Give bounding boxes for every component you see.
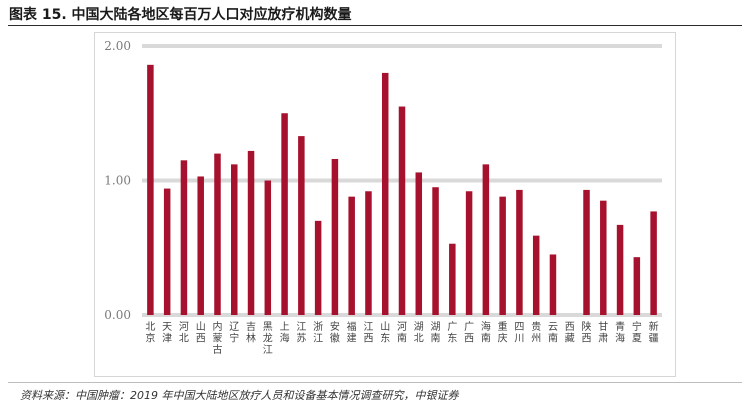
x-tick-label: 江西	[363, 321, 373, 345]
x-tick-label: 重庆	[498, 320, 508, 345]
bar	[281, 113, 288, 315]
y-tick-label: 2.00	[104, 39, 131, 53]
bar	[314, 220, 322, 315]
bar	[650, 211, 657, 315]
x-tick-label: 湖北	[414, 321, 424, 345]
bar	[381, 72, 389, 316]
bar	[415, 172, 423, 315]
x-tick-label: 吉林	[246, 321, 256, 345]
x-tick-label: 云南	[548, 322, 558, 345]
bar	[532, 235, 540, 315]
bar	[197, 176, 204, 315]
x-tick-label: 新疆	[649, 320, 659, 345]
x-tick-label: 黑龙江	[263, 321, 273, 356]
x-tick-label: 安徽	[330, 320, 340, 345]
bar	[449, 243, 456, 315]
x-tick-label: 山西	[196, 321, 206, 345]
y-tick-label: 0.00	[104, 308, 131, 322]
x-tick-label: 四川	[514, 322, 524, 345]
chart-title: 图表 15. 中国大陆各地区每百万人口对应放疗机构数量	[9, 7, 352, 23]
x-tick-label: 宁夏	[632, 320, 642, 345]
bar	[348, 196, 355, 315]
x-tick-label: 西藏	[565, 322, 575, 345]
bar	[633, 257, 641, 315]
bar	[432, 187, 439, 315]
source-divider	[8, 382, 742, 383]
bar	[516, 189, 523, 315]
x-tick-label: 甘肃	[598, 320, 608, 345]
bars	[147, 64, 657, 316]
bar	[482, 164, 490, 315]
x-tick-label: 湖南	[431, 321, 441, 345]
bar	[163, 188, 171, 315]
bar	[331, 158, 339, 315]
x-tick-label: 山东	[380, 321, 390, 345]
x-axis-ticks: 北京天津河北山西内蒙古辽宁吉林黑龙江上海江苏浙江安徽福建江西山东河南湖北湖南广东…	[145, 320, 658, 356]
x-tick-label: 广西	[464, 321, 474, 345]
bar	[499, 196, 506, 315]
x-tick-label: 内蒙古	[212, 320, 222, 356]
bar	[465, 191, 473, 315]
bar	[264, 180, 272, 315]
x-tick-label: 福建	[347, 320, 357, 345]
x-tick-label: 广东	[447, 321, 457, 345]
x-tick-label: 辽宁	[229, 321, 239, 345]
x-tick-label: 贵州	[531, 320, 541, 345]
title-divider	[8, 25, 742, 26]
bar	[600, 200, 607, 315]
bar	[231, 164, 238, 315]
x-tick-label: 河南	[397, 321, 407, 345]
bar	[583, 189, 590, 315]
x-tick-label: 青海	[615, 320, 625, 345]
x-tick-label: 北京	[145, 321, 155, 345]
x-tick-label: 浙江	[313, 321, 323, 345]
bar	[247, 150, 255, 315]
x-tick-label: 河北	[179, 321, 189, 345]
y-axis-ticks: 0.00 1.00 2.00	[104, 39, 131, 322]
bar	[147, 64, 154, 315]
bar	[398, 106, 406, 316]
bar	[298, 136, 305, 315]
bar	[616, 224, 624, 315]
y-tick-label: 1.00	[104, 174, 131, 188]
x-tick-label: 上海	[280, 321, 290, 345]
bar	[214, 153, 221, 315]
x-tick-label: 江苏	[296, 321, 306, 345]
bar	[365, 191, 372, 315]
chart-frame	[94, 32, 676, 377]
bar	[180, 160, 188, 315]
bar	[549, 254, 557, 315]
x-tick-label: 海南	[481, 320, 491, 345]
x-tick-label: 天津	[162, 322, 172, 345]
x-tick-label: 陕西	[582, 320, 592, 345]
source-note: 资料来源：中国肿瘤：2019 年中国大陆地区放疗人员和设备基本情况调查研究，中银…	[20, 389, 459, 402]
